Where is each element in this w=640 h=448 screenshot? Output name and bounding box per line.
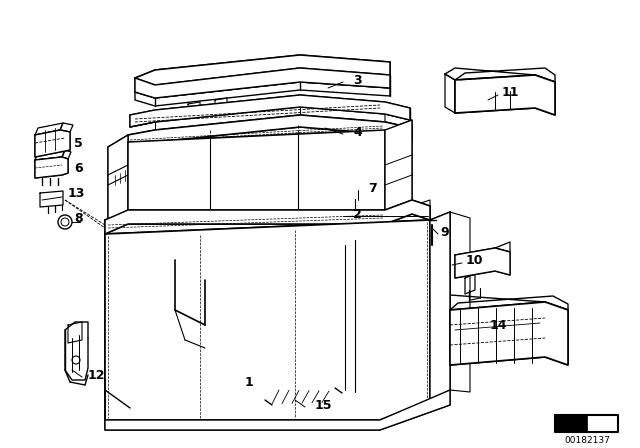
Text: 15: 15 — [315, 399, 333, 412]
Polygon shape — [430, 212, 450, 400]
Polygon shape — [135, 55, 390, 85]
Polygon shape — [450, 302, 568, 365]
Polygon shape — [128, 130, 385, 210]
Text: 14: 14 — [490, 319, 508, 332]
Polygon shape — [105, 220, 430, 420]
Polygon shape — [108, 135, 128, 222]
Polygon shape — [455, 75, 555, 115]
Text: 6: 6 — [74, 161, 83, 175]
Text: 10: 10 — [466, 254, 483, 267]
Text: 1: 1 — [245, 375, 253, 388]
Polygon shape — [35, 130, 70, 157]
Text: 3: 3 — [353, 73, 362, 86]
Circle shape — [353, 194, 356, 197]
Polygon shape — [135, 68, 390, 98]
Text: 12: 12 — [88, 369, 106, 382]
Text: 13: 13 — [68, 186, 85, 199]
Polygon shape — [455, 248, 510, 278]
Text: 00182137: 00182137 — [564, 435, 610, 444]
Text: 2: 2 — [353, 207, 362, 220]
Polygon shape — [105, 390, 450, 430]
Text: 11: 11 — [502, 86, 520, 99]
Polygon shape — [105, 200, 430, 234]
Text: 7: 7 — [368, 181, 377, 194]
Polygon shape — [385, 120, 412, 210]
Text: 5: 5 — [74, 137, 83, 150]
Polygon shape — [35, 157, 68, 178]
Polygon shape — [130, 95, 410, 127]
Text: 9: 9 — [440, 225, 449, 238]
Polygon shape — [555, 415, 587, 432]
Text: 8: 8 — [74, 211, 83, 224]
Text: 4: 4 — [353, 125, 362, 138]
Polygon shape — [128, 115, 412, 147]
